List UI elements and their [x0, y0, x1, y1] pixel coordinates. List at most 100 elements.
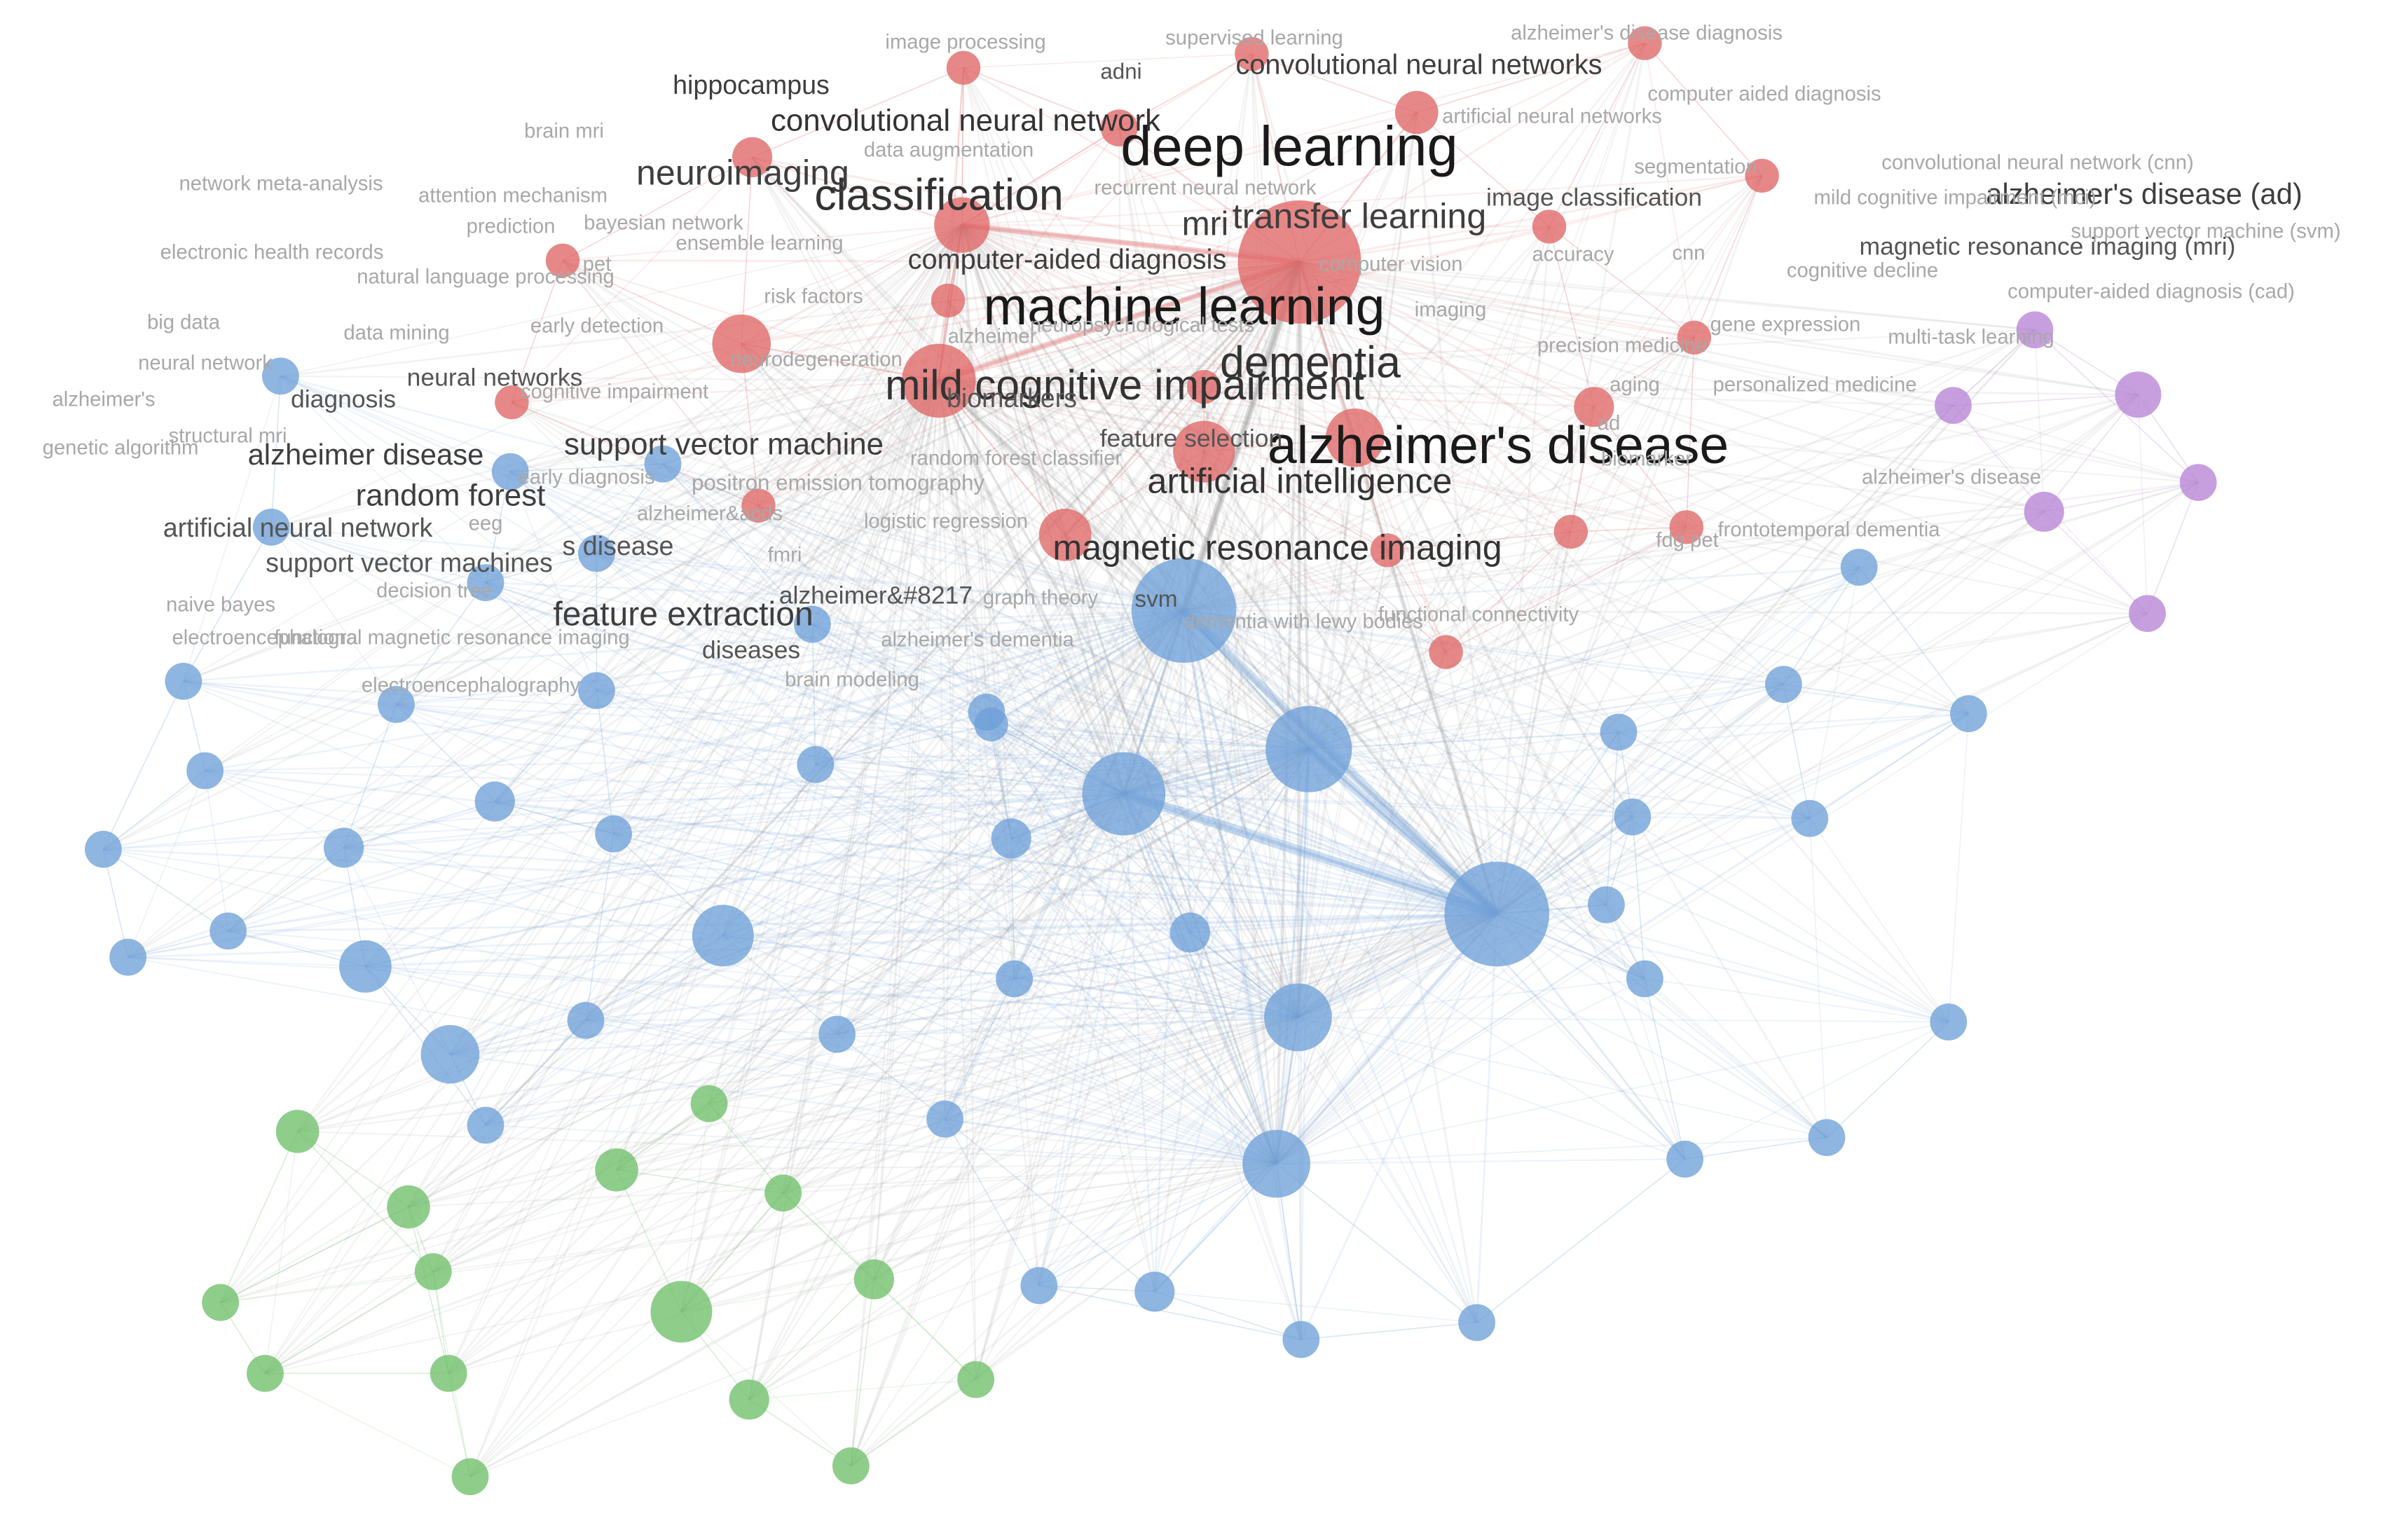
node-neural-networks[interactable]: [474, 781, 515, 822]
node-brain-modeling[interactable]: [832, 1447, 870, 1485]
node-artificial-intelligence[interactable]: [1264, 983, 1332, 1052]
node-risk-factors[interactable]: [794, 605, 831, 643]
node-big-data[interactable]: [165, 663, 203, 700]
node-magnetic-resonance-imaging-mri[interactable]: [2024, 491, 2064, 532]
node-computer-aided-diagnosis-cad[interactable]: [2129, 595, 2167, 632]
node-recurrent-neural-network[interactable]: [1187, 370, 1221, 404]
node-electronic-health-records[interactable]: [252, 509, 290, 546]
node-convolutional-neural-networks[interactable]: [1395, 90, 1439, 135]
node-feature-selection[interactable]: [1169, 912, 1210, 953]
node-graph-theory[interactable]: [1020, 1267, 1058, 1305]
node-mild-cognitive-impairment[interactable]: [1082, 752, 1166, 836]
node-computer-vision[interactable]: [1370, 533, 1405, 568]
node-accuracy[interactable]: [1553, 514, 1588, 549]
node-ad[interactable]: [1588, 886, 1625, 923]
node-decision-tree[interactable]: [414, 1253, 452, 1291]
node-electroencephalography-2[interactable]: [247, 1354, 284, 1392]
node-computer-aided-diagnosis[interactable]: [1745, 158, 1779, 193]
node-fdg-pet[interactable]: [1666, 1141, 1704, 1178]
node-gene-expression[interactable]: [1765, 666, 1802, 703]
node-positron-emission-tomography[interactable]: [818, 1015, 856, 1053]
node-pet[interactable]: [578, 535, 615, 572]
node-neurodegeneration[interactable]: [797, 745, 835, 783]
node-support-vector-machine-svm[interactable]: [2179, 464, 2217, 501]
node-personalized-medicine[interactable]: [1791, 799, 1829, 837]
node-hippocampus[interactable]: [732, 137, 773, 177]
node-cognitive-impairment[interactable]: [595, 815, 632, 853]
node-neural-network[interactable]: [186, 752, 224, 790]
node-attention-mechanism[interactable]: [495, 385, 529, 420]
node-artificial-neural-networks[interactable]: [1532, 209, 1567, 244]
node-s-disease[interactable]: [595, 1148, 638, 1192]
node-dementia[interactable]: [1265, 706, 1352, 792]
node-random-forest-classifier[interactable]: [996, 960, 1033, 998]
node-diagnosis[interactable]: [324, 827, 364, 868]
node-mri[interactable]: [1173, 420, 1235, 483]
node-svm[interactable]: [1134, 1272, 1175, 1312]
node-cognitive-decline[interactable]: [1840, 549, 1878, 586]
node-electroencephalography[interactable]: [451, 1458, 489, 1496]
node-alzheimer-8217[interactable]: [853, 1259, 894, 1300]
node-neuroimaging[interactable]: [712, 314, 771, 373]
node-image-processing[interactable]: [946, 50, 981, 85]
node-image-classification[interactable]: [1574, 387, 1614, 427]
label-artificial-neural-networks: artificial neural networks: [1442, 106, 1662, 128]
node-alzheimer-disease[interactable]: [339, 940, 392, 993]
node-support-vector-machine[interactable]: [692, 905, 754, 967]
node-functional-magnetic-resonance-imaging[interactable]: [430, 1354, 467, 1392]
node-biomarkers[interactable]: [991, 818, 1031, 859]
node-alzheimers-dementia[interactable]: [957, 1361, 994, 1398]
node-transfer-learning[interactable]: [1326, 408, 1385, 467]
node-supervised-learning[interactable]: [1235, 36, 1269, 71]
node-network-meta-analysis[interactable]: [262, 357, 299, 395]
node-frontotemporal-dementia[interactable]: [1808, 1119, 1846, 1156]
node-deep-learning[interactable]: [1237, 200, 1361, 324]
node-cnn[interactable]: [1669, 510, 1703, 544]
node-multi-task-learning[interactable]: [1950, 695, 1987, 732]
node-alzheimers[interactable]: [84, 830, 122, 868]
node-logistic-regression[interactable]: [926, 1100, 963, 1138]
node-fmri[interactable]: [764, 1174, 802, 1212]
node-early-detection[interactable]: [578, 672, 615, 709]
node-dementia-with-lewy-bodies[interactable]: [1282, 1321, 1320, 1359]
node-biomarker[interactable]: [1626, 960, 1663, 998]
node-aging[interactable]: [1614, 798, 1652, 836]
node-eeg[interactable]: [467, 1106, 505, 1144]
node-alzheimers-disease[interactable]: [1444, 861, 1549, 967]
node-classification[interactable]: [902, 343, 976, 418]
node-alzheimers-disease-diagnosis[interactable]: [1628, 26, 1662, 60]
node-genetic-algorithm[interactable]: [109, 938, 147, 976]
node-machine-learning[interactable]: [1131, 558, 1237, 663]
node-alzheimer[interactable]: [974, 707, 1008, 742]
node-bayesian-network[interactable]: [644, 445, 682, 483]
node-imaging[interactable]: [1429, 635, 1463, 669]
node-adni[interactable]: [1100, 109, 1138, 147]
node-alzheimers-disease-2[interactable]: [1930, 1003, 1968, 1040]
node-mild-cognitive-impairment-mci[interactable]: [1935, 387, 1972, 424]
node-support-vector-machines[interactable]: [387, 1185, 430, 1229]
node-convolutional-neural-network[interactable]: [934, 197, 990, 253]
node-alzheimers-disease-ad[interactable]: [2115, 371, 2162, 418]
node-feature-extraction[interactable]: [650, 1281, 713, 1343]
node-alzheimers-and-s[interactable]: [690, 1085, 728, 1122]
node-naive-bayes[interactable]: [202, 1284, 239, 1321]
node-diseases[interactable]: [729, 1380, 769, 1420]
node-convolutional-neural-network-cnn[interactable]: [2016, 311, 2054, 349]
node-artificial-neural-network[interactable]: [275, 1110, 320, 1153]
node-magnetic-resonance-imaging[interactable]: [1242, 1129, 1310, 1198]
network-edge: [947, 67, 964, 301]
node-structural-mri[interactable]: [210, 912, 247, 950]
node-data-mining[interactable]: [378, 686, 415, 723]
node-segmentation[interactable]: [1677, 320, 1711, 355]
node-computer-aided-diagnosis-2[interactable]: [1038, 509, 1092, 561]
node-brain-mri[interactable]: [545, 243, 580, 277]
node-functional-connectivity[interactable]: [1458, 1304, 1496, 1341]
node-natural-language-processing[interactable]: [467, 564, 505, 601]
node-ensemble-learning[interactable]: [741, 488, 776, 523]
node-prediction[interactable]: [491, 453, 529, 490]
node-random-forest[interactable]: [420, 1025, 480, 1084]
node-early-diagnosis[interactable]: [567, 1002, 605, 1039]
network-edge: [485, 582, 1298, 1018]
node-data-augmentation[interactable]: [931, 283, 966, 318]
node-precision-medicine[interactable]: [1600, 713, 1638, 751]
